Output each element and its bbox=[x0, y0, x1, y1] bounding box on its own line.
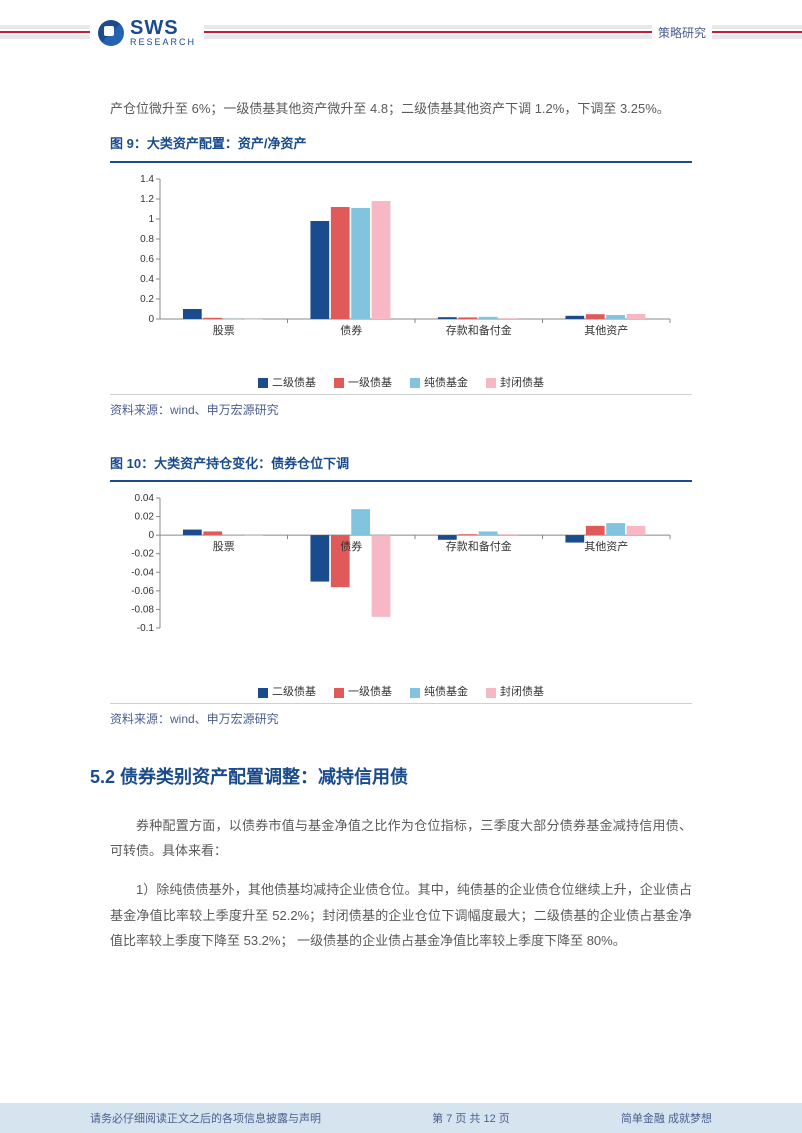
svg-text:其他资产: 其他资产 bbox=[584, 539, 628, 553]
intro-paragraph: 产仓位微升至 6%；一级债基其他资产微升至 4.8；二级债基其他资产下调 1.2… bbox=[110, 96, 692, 121]
page-header: SWS RESEARCH 策略研究 bbox=[0, 0, 802, 76]
svg-text:-0.06: -0.06 bbox=[131, 586, 154, 597]
svg-text:1.4: 1.4 bbox=[140, 174, 154, 185]
chart10-source: 资料来源：wind、申万宏源研究 bbox=[110, 703, 692, 731]
svg-text:股票: 股票 bbox=[213, 540, 235, 553]
logo-mark-icon bbox=[98, 20, 124, 46]
svg-text:1.2: 1.2 bbox=[140, 194, 154, 205]
legend-swatch-icon bbox=[258, 688, 268, 698]
legend-label: 封闭债基 bbox=[500, 682, 544, 703]
svg-text:0.6: 0.6 bbox=[140, 254, 154, 265]
legend-swatch-icon bbox=[486, 688, 496, 698]
chart10-svg: -0.1 -0.08 -0.06 -0.04 -0.02 0 0.02 0.04 股票 债券 存款和… bbox=[120, 490, 680, 650]
legend-swatch-icon bbox=[486, 378, 496, 388]
footer-disclaimer: 请务必仔细阅读正文之后的各项信息披露与声明 bbox=[90, 1110, 321, 1126]
logo-sub-text: RESEARCH bbox=[130, 38, 196, 47]
header-category: 策略研究 bbox=[652, 24, 712, 41]
body-paragraph-2: 1）除纯债债基外，其他债基均减持企业债仓位。其中，纯债基的企业债仓位继续上升，企… bbox=[110, 877, 692, 953]
svg-text:-0.02: -0.02 bbox=[131, 549, 154, 560]
legend-label: 二级债基 bbox=[272, 373, 316, 394]
svg-text:其他资产: 其他资产 bbox=[584, 323, 628, 337]
svg-text:-0.04: -0.04 bbox=[131, 567, 154, 578]
legend-label: 封闭债基 bbox=[500, 373, 544, 394]
footer-slogan: 简单金融 成就梦想 bbox=[621, 1110, 712, 1126]
page-footer: 请务必仔细阅读正文之后的各项信息披露与声明 第 7 页 共 12 页 简单金融 … bbox=[0, 1103, 802, 1133]
chart9-legend: 二级债基 一级债基 纯债基金 封闭债基 bbox=[110, 373, 692, 394]
svg-text:债券: 债券 bbox=[340, 323, 362, 337]
legend-item: 二级债基 bbox=[258, 682, 316, 703]
svg-text:0.8: 0.8 bbox=[140, 234, 154, 245]
legend-swatch-icon bbox=[334, 378, 344, 388]
body-paragraph-1: 券种配置方面，以债券市值与基金净值之比作为仓位指标，三季度大部分债券基金减持信用… bbox=[110, 813, 692, 864]
legend-label: 纯债基金 bbox=[424, 682, 468, 703]
logo: SWS RESEARCH bbox=[90, 18, 204, 47]
legend-item: 一级债基 bbox=[334, 373, 392, 394]
svg-text:1: 1 bbox=[148, 214, 154, 225]
svg-text:0: 0 bbox=[148, 530, 154, 541]
svg-text:股票: 股票 bbox=[213, 324, 235, 337]
svg-text:存款和备付金: 存款和备付金 bbox=[446, 539, 512, 553]
legend-label: 二级债基 bbox=[272, 682, 316, 703]
svg-text:0.02: 0.02 bbox=[135, 511, 155, 522]
svg-text:0.2: 0.2 bbox=[140, 294, 154, 305]
legend-item: 二级债基 bbox=[258, 373, 316, 394]
chart10-area: -0.1 -0.08 -0.06 -0.04 -0.02 0 0.02 0.04 股票 债券 存款和… bbox=[120, 490, 692, 680]
legend-item: 封闭债基 bbox=[486, 682, 544, 703]
page-content: 产仓位微升至 6%；一级债基其他资产微升至 4.8；二级债基其他资产下调 1.2… bbox=[0, 76, 802, 954]
svg-text:-0.08: -0.08 bbox=[131, 604, 154, 615]
legend-swatch-icon bbox=[258, 378, 268, 388]
legend-label: 纯债基金 bbox=[424, 373, 468, 394]
svg-text:0.04: 0.04 bbox=[135, 493, 155, 504]
logo-main-text: SWS bbox=[130, 18, 196, 38]
legend-label: 一级债基 bbox=[348, 682, 392, 703]
legend-item: 一级债基 bbox=[334, 682, 392, 703]
svg-text:-0.1: -0.1 bbox=[137, 623, 155, 634]
chart10-legend: 二级债基 一级债基 纯债基金 封闭债基 bbox=[110, 682, 692, 703]
svg-text:0: 0 bbox=[148, 314, 154, 325]
legend-swatch-icon bbox=[410, 378, 420, 388]
legend-item: 纯债基金 bbox=[410, 682, 468, 703]
chart9-title: 图 9：大类资产配置：资产/净资产 bbox=[110, 131, 692, 162]
legend-label: 一级债基 bbox=[348, 373, 392, 394]
legend-item: 封闭债基 bbox=[486, 373, 544, 394]
svg-text:债券: 债券 bbox=[340, 539, 362, 553]
legend-item: 纯债基金 bbox=[410, 373, 468, 394]
svg-text:0.4: 0.4 bbox=[140, 274, 154, 285]
chart9-area: 0 0.2 0.4 0.6 0.8 1 1.2 1.4 股票 债券 存款和备付金 其他资产 bbox=[120, 171, 692, 371]
legend-swatch-icon bbox=[410, 688, 420, 698]
chart10-title: 图 10：大类资产持仓变化：债券仓位下调 bbox=[110, 451, 692, 482]
legend-swatch-icon bbox=[334, 688, 344, 698]
svg-text:存款和备付金: 存款和备付金 bbox=[446, 323, 512, 337]
footer-page-number: 第 7 页 共 12 页 bbox=[432, 1110, 510, 1126]
section-5-2-heading: 5.2 债券类别资产配置调整：减持信用债 bbox=[90, 760, 692, 795]
chart9-source: 资料来源：wind、申万宏源研究 bbox=[110, 394, 692, 422]
chart9-svg: 0 0.2 0.4 0.6 0.8 1 1.2 1.4 股票 债券 存款和备付金 其他资产 bbox=[120, 171, 680, 341]
